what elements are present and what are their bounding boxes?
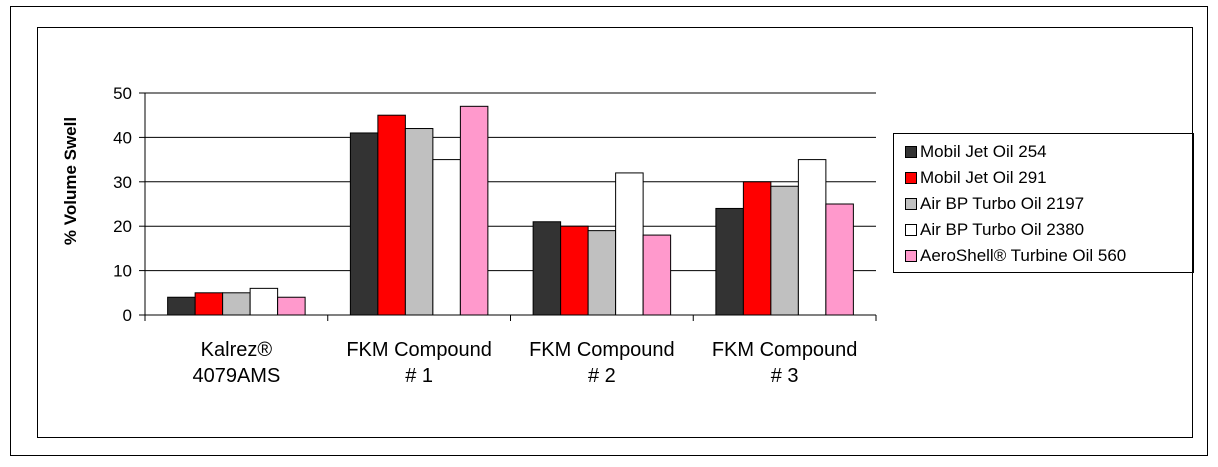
legend-label: Mobil Jet Oil 254 (920, 142, 1047, 161)
outer-frame (10, 6, 1208, 456)
x-category-label: FKM Compound (529, 339, 675, 361)
chart-area-frame (37, 27, 1193, 438)
y-tick-label: 20 (113, 217, 132, 236)
bar (742, 181, 772, 316)
legend-label: Air BP Turbo Oil 2197 (920, 194, 1085, 213)
legend-item: Mobil Jet Oil 291 (905, 165, 1193, 191)
legend-item: Air BP Turbo Oil 2197 (905, 191, 1193, 217)
bar (560, 225, 589, 316)
x-category-label: # 2 (588, 365, 616, 387)
legend-item: Air BP Turbo Oil 2380 (905, 217, 1193, 243)
bar (377, 114, 406, 316)
legend-label: Air BP Turbo Oil 2380 (920, 220, 1085, 239)
x-category-labels: Kalrez® 4079AMS FKM Compound # 1 FKM Compoun… (192, 339, 857, 387)
y-tick-label: 30 (113, 173, 132, 192)
legend-swatch (905, 224, 917, 236)
y-axis-title: % Volume Swell (61, 117, 80, 245)
y-tick-label: 50 (113, 84, 132, 103)
legend-swatch (905, 146, 917, 158)
x-category-label: 4079AMS (192, 365, 280, 387)
bar (615, 172, 644, 316)
legend-swatch (905, 172, 917, 184)
bars (167, 105, 854, 316)
bar (349, 132, 379, 316)
bar (825, 203, 854, 316)
y-tick-label: 0 (123, 306, 132, 325)
legend-item: Mobil Jet Oil 254 (905, 139, 1193, 165)
bar (770, 185, 799, 316)
legend-label: Mobil Jet Oil 291 (920, 168, 1047, 187)
x-category-label: # 3 (771, 365, 799, 387)
y-tick-labels: 0 10 20 30 40 50 (113, 84, 132, 325)
x-category-label: FKM Compound (346, 339, 492, 361)
x-category-label: FKM Compound (712, 339, 858, 361)
y-tick-label: 10 (113, 262, 132, 281)
legend-label: AeroShell® Turbine Oil 560 (920, 246, 1127, 265)
axes (139, 92, 877, 321)
y-tick-label: 40 (113, 128, 132, 147)
bar (642, 234, 672, 316)
legend-item: AeroShell® Turbine Oil 560 (905, 243, 1193, 269)
x-category-label: Kalrez® (201, 339, 273, 361)
legend-swatch (905, 250, 917, 262)
x-category-label: # 1 (405, 365, 433, 387)
legend: Mobil Jet Oil 254 Mobil Jet Oil 291 Air BP… (893, 133, 1194, 273)
legend-swatch (905, 198, 917, 210)
